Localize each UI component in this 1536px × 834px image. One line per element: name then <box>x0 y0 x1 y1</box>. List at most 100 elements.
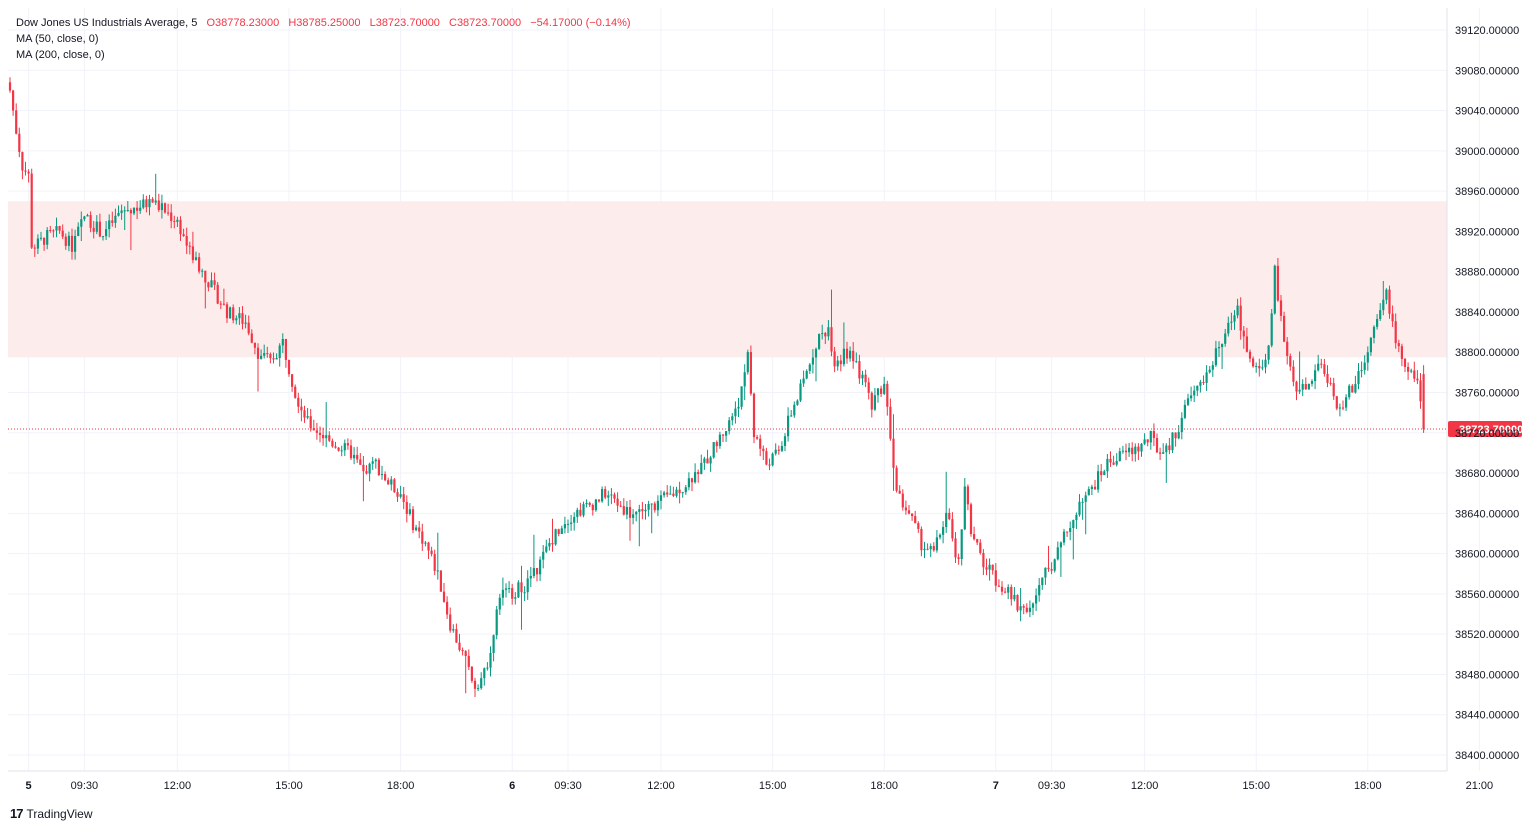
candle-body <box>982 552 985 568</box>
candle-body <box>597 499 601 502</box>
last-price-label: 38723.70000 <box>1459 424 1523 436</box>
candle-body <box>818 333 821 349</box>
candle-body <box>523 592 526 594</box>
candle-body <box>1162 452 1165 454</box>
resistance-zone-rect <box>8 201 1447 358</box>
y-tick-label: 38560.00000 <box>1455 589 1519 601</box>
candle-body <box>1010 587 1013 600</box>
candle-body <box>1372 326 1376 338</box>
candle-body <box>858 361 861 379</box>
candle-body <box>1000 586 1004 592</box>
candle-body <box>105 229 108 237</box>
candle-body <box>1320 363 1323 365</box>
candle-body <box>694 472 697 483</box>
y-tick-label: 39040.00000 <box>1455 106 1519 118</box>
candle-body <box>1093 486 1097 490</box>
candle-body <box>300 406 303 411</box>
candle-body <box>402 494 405 502</box>
candle-body <box>907 510 911 514</box>
candle-body <box>926 548 929 550</box>
candle-body <box>1255 365 1258 367</box>
candle-body <box>377 459 380 476</box>
candle-body <box>783 436 787 446</box>
candle-body <box>641 509 644 512</box>
candle-body <box>1397 343 1400 347</box>
candle-body <box>923 548 926 551</box>
candle-body <box>337 447 340 451</box>
tradingview-branding[interactable]: 17 TradingView <box>10 806 93 821</box>
candle-body <box>1400 346 1403 359</box>
candle-body <box>309 416 312 429</box>
candle-body <box>669 493 672 495</box>
candle-body <box>1407 366 1410 372</box>
candle-body <box>1059 542 1062 548</box>
candle-body <box>963 486 966 530</box>
high-value: H38785.25000 <box>288 17 361 29</box>
candle-body <box>1369 337 1372 353</box>
candle-body <box>554 529 557 545</box>
candle-body <box>198 257 201 272</box>
candle-body <box>235 318 238 321</box>
candle-body <box>883 383 886 394</box>
candle-body <box>179 219 182 235</box>
candle-body <box>1171 432 1174 451</box>
candle-body <box>1103 471 1106 476</box>
candle-body <box>557 529 560 534</box>
candle-body <box>678 489 681 494</box>
candle-body <box>70 235 74 252</box>
y-tick-label: 38480.00000 <box>1455 669 1519 681</box>
candle-body <box>442 591 446 602</box>
candle-body <box>1323 364 1326 374</box>
x-tick-label: 15:00 <box>759 780 787 792</box>
candle-body <box>1193 390 1196 396</box>
candle-body <box>948 512 951 520</box>
candle-body <box>473 680 477 689</box>
candle-body <box>489 653 492 668</box>
candle-body <box>1217 347 1221 349</box>
candle-body <box>938 534 942 538</box>
candle-body <box>232 307 235 321</box>
candle-body <box>827 327 830 337</box>
indicator-ma-200[interactable]: MA (200, close, 0) <box>16 49 105 61</box>
candle-body <box>269 354 272 359</box>
candle-body <box>1416 378 1419 381</box>
x-tick-label: 18:00 <box>387 780 415 792</box>
y-tick-label: 38760.00000 <box>1455 388 1519 400</box>
x-tick-label: 12:00 <box>164 780 192 792</box>
candle-body <box>1084 495 1087 502</box>
candle-body <box>951 519 954 539</box>
candle-body <box>1025 607 1028 612</box>
candle-body <box>1115 461 1118 465</box>
candle-body <box>281 339 284 346</box>
candle-body <box>1190 395 1193 399</box>
candle-body <box>985 567 988 570</box>
y-tick-label: 38840.00000 <box>1455 307 1519 319</box>
candle-body <box>579 509 582 516</box>
y-tick-label: 38720.00000 <box>1455 428 1519 440</box>
indicator-ma-50[interactable]: MA (50, close, 0) <box>16 33 99 45</box>
candle-body <box>570 522 573 524</box>
candle-body <box>111 220 114 223</box>
candle-body <box>294 386 297 398</box>
candle-body <box>1174 432 1177 439</box>
candle-body <box>1199 382 1202 386</box>
candle-body <box>458 642 461 650</box>
candle-body <box>132 207 136 214</box>
symbol-title[interactable]: Dow Jones US Industrials Average, 5 <box>16 17 198 29</box>
candle-body <box>74 236 77 252</box>
y-tick-label: 38520.00000 <box>1455 629 1519 641</box>
candle-body <box>973 534 976 540</box>
candle-body <box>966 486 969 505</box>
candle-body <box>331 440 334 447</box>
candle-body <box>272 358 275 360</box>
y-tick-label: 38400.00000 <box>1455 750 1519 762</box>
candle-body <box>539 559 542 575</box>
candle-body <box>1224 333 1227 344</box>
candle-body <box>994 570 997 586</box>
candle-body <box>842 348 845 365</box>
candle-body <box>1292 366 1295 382</box>
candle-body <box>762 448 765 452</box>
candle-body <box>1376 318 1379 327</box>
